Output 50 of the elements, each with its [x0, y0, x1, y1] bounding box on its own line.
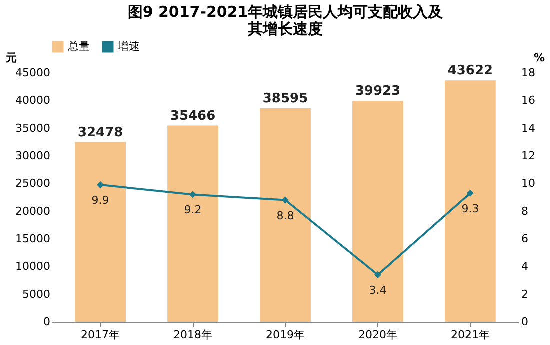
data-label: 9.3: [462, 202, 480, 216]
data-label: 8.8: [276, 209, 294, 222]
x-tick-label: 2021年: [450, 328, 490, 342]
data-label: 9.9: [92, 194, 110, 208]
x-tick-label: 2020年: [358, 328, 398, 342]
point: [466, 190, 474, 197]
bar: [75, 142, 126, 322]
data-label: 39923: [355, 84, 401, 100]
point: [374, 271, 382, 279]
y2-tick-label: 8: [522, 204, 528, 218]
bar: [168, 126, 218, 322]
y2-tick-label: 6: [522, 232, 528, 246]
x-tick-label: 2019年: [266, 328, 305, 342]
y2-tick-label: 10: [522, 177, 536, 190]
y2-tick-label: 12: [522, 150, 536, 162]
legend-label: 总量: [67, 40, 90, 53]
y2-tick-label: 14: [522, 122, 536, 135]
y-tick-label: 15000: [16, 232, 50, 246]
data-label: 9.2: [184, 204, 202, 217]
y2-tick-label: 16: [522, 94, 536, 108]
x-tick-label: 2017年: [81, 328, 120, 342]
y2-tick-label: 2: [522, 288, 528, 301]
y-axis-title: 元: [5, 52, 18, 64]
y2-tick-label: 0: [522, 316, 528, 328]
chart-title: 图9 2017-2021年城镇居民人均可支配收入及其增长速度: [128, 3, 444, 38]
y2-tick-label: 18: [522, 66, 536, 80]
y-tick-label: 25000: [16, 177, 50, 190]
point: [97, 182, 104, 189]
y-tick-label: 0: [44, 316, 50, 328]
data-label: 38595: [262, 91, 308, 106]
y-tick-label: 10000: [16, 260, 50, 274]
y2-tick-label: 4: [522, 260, 528, 274]
point: [282, 196, 290, 204]
data-label: 43622: [448, 64, 494, 79]
y-tick-label: 45000: [16, 66, 50, 80]
y-tick-label: 40000: [16, 94, 50, 108]
data-label: 35466: [170, 108, 216, 124]
x-tick-label: 2018年: [174, 328, 213, 342]
bar: [352, 101, 404, 322]
y2-axis-title: %: [534, 52, 546, 64]
y-tick-label: 20000: [16, 204, 50, 218]
legend-label: 增速: [117, 40, 140, 53]
y-tick-label: 30000: [16, 150, 50, 162]
y-tick-label: 35000: [16, 122, 50, 135]
bar: [260, 108, 311, 322]
y-tick-label: 5000: [22, 288, 50, 301]
bar: [445, 80, 496, 322]
data-label: 32478: [78, 125, 124, 140]
point: [189, 191, 197, 198]
data-label: 3.4: [369, 284, 387, 297]
